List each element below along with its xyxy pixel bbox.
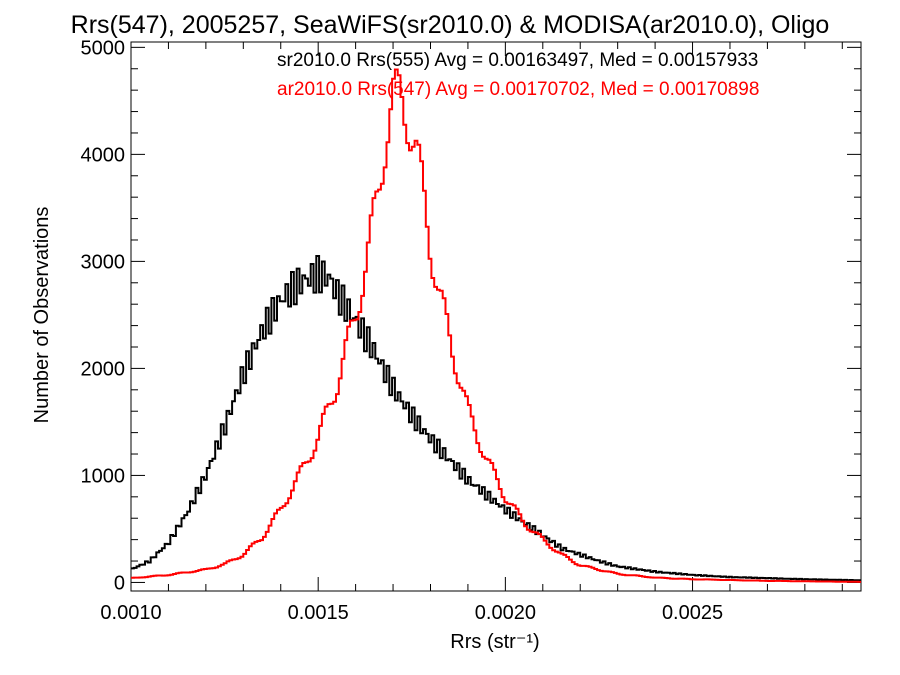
y-tick-label: 3000 xyxy=(81,251,126,273)
x-tick-label: 0.0025 xyxy=(662,602,723,624)
series-layer xyxy=(131,68,861,583)
y-tick-label: 2000 xyxy=(81,358,126,380)
y-tick-label: 0 xyxy=(114,572,125,594)
x-tick-label: 0.0015 xyxy=(288,602,349,624)
chart-title: Rrs(547), 2005257, SeaWiFS(sr2010.0) & M… xyxy=(71,11,830,39)
x-tick-label: 0.0010 xyxy=(100,602,161,624)
y-tick-label: 1000 xyxy=(81,465,126,487)
series-line-1 xyxy=(131,255,861,582)
x-axis: 0.0010 0.0015 0.0020 0.0025 xyxy=(100,42,843,624)
y-axis: 0 1000 2000 3000 4000 5000 xyxy=(81,37,861,594)
y-axis-label: Number of Observations xyxy=(31,207,53,424)
x-tick-label: 0.0020 xyxy=(475,602,536,624)
x-axis-label: Rrs (str⁻¹) xyxy=(450,631,539,653)
y-tick-label: 5000 xyxy=(81,37,126,59)
legend-entry-series-1: sr2010.0 Rrs(555) Avg = 0.00163497, Med … xyxy=(277,50,758,71)
series-line-2 xyxy=(131,68,861,583)
y-tick-label: 4000 xyxy=(81,144,126,166)
plot-frame xyxy=(130,41,862,592)
legend-entry-series-2: ar2010.0 Rrs(547) Avg = 0.00170702, Med … xyxy=(277,79,759,100)
